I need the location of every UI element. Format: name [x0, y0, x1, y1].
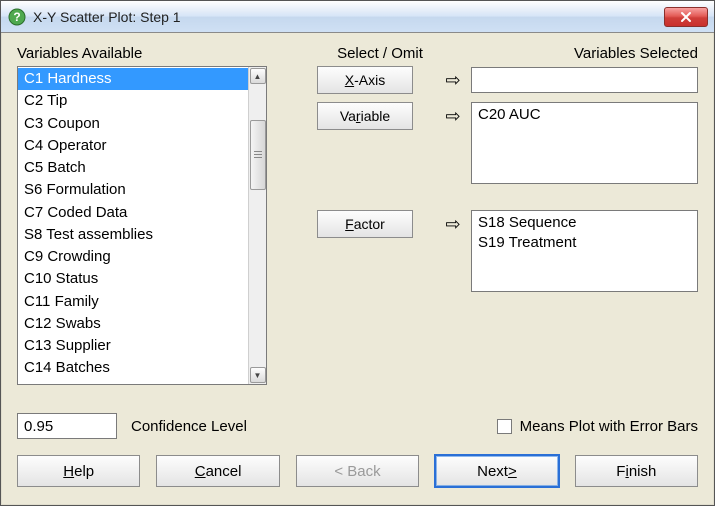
- arrow-icon: ⇨: [443, 210, 463, 235]
- scroll-track[interactable]: [250, 85, 266, 366]
- top-section: Variables Available C1 HardnessC2 TipC3 …: [17, 45, 698, 385]
- list-item[interactable]: C9 Crowding: [18, 246, 248, 268]
- list-item: S18 Sequence: [478, 213, 691, 233]
- next-button[interactable]: Next >: [435, 455, 558, 487]
- list-item[interactable]: C4 Operator: [18, 135, 248, 157]
- xaxis-field[interactable]: [471, 67, 698, 93]
- xaxis-row: X-Axis ⇨: [295, 66, 698, 94]
- available-items: C1 HardnessC2 TipC3 CouponC4 OperatorC5 …: [18, 67, 248, 384]
- list-item[interactable]: C5 Batch: [18, 157, 248, 179]
- close-icon: [680, 11, 692, 23]
- arrow-icon: ⇨: [443, 70, 463, 91]
- help-button[interactable]: Help: [17, 455, 140, 487]
- available-label: Variables Available: [17, 45, 267, 62]
- titlebar: ? X-Y Scatter Plot: Step 1: [1, 1, 714, 33]
- available-column: Variables Available C1 HardnessC2 TipC3 …: [17, 45, 267, 385]
- factor-row: Factor ⇨ S18 Sequence S19 Treatment: [295, 210, 698, 292]
- list-item[interactable]: C2 Tip: [18, 90, 248, 112]
- available-listbox[interactable]: C1 HardnessC2 TipC3 CouponC4 OperatorC5 …: [17, 66, 267, 385]
- back-button: < Back: [296, 455, 419, 487]
- scroll-thumb[interactable]: [250, 120, 266, 190]
- options-row: Confidence Level Means Plot with Error B…: [17, 411, 698, 441]
- list-item[interactable]: C3 Coupon: [18, 113, 248, 135]
- select-omit-label: Select / Omit: [295, 45, 465, 62]
- means-plot-option[interactable]: Means Plot with Error Bars: [497, 418, 698, 435]
- list-item: S19 Treatment: [478, 233, 691, 253]
- selected-label: Variables Selected: [465, 45, 698, 62]
- cancel-button[interactable]: Cancel: [156, 455, 279, 487]
- close-button[interactable]: [664, 7, 708, 27]
- available-scrollbar[interactable]: ▲ ▼: [248, 67, 266, 384]
- list-item[interactable]: C14 Batches: [18, 357, 248, 379]
- factor-listbox[interactable]: S18 Sequence S19 Treatment: [471, 210, 698, 292]
- list-item[interactable]: S6 Formulation: [18, 179, 248, 201]
- list-item[interactable]: C11 Family: [18, 291, 248, 313]
- list-item[interactable]: C12 Swabs: [18, 313, 248, 335]
- factor-button[interactable]: Factor: [317, 210, 413, 238]
- variable-listbox[interactable]: C20 AUC: [471, 102, 698, 184]
- button-row: Help Cancel < Back Next > Finish: [17, 455, 698, 487]
- list-item: C20 AUC: [478, 105, 691, 125]
- scroll-up-icon[interactable]: ▲: [250, 68, 266, 84]
- list-item[interactable]: S8 Test assemblies: [18, 224, 248, 246]
- arrow-icon: ⇨: [443, 102, 463, 127]
- svg-text:?: ?: [13, 10, 20, 24]
- scroll-down-icon[interactable]: ▼: [250, 367, 266, 383]
- means-plot-checkbox[interactable]: [497, 419, 512, 434]
- dialog-content: Variables Available C1 HardnessC2 TipC3 …: [1, 33, 714, 505]
- list-item[interactable]: C7 Coded Data: [18, 202, 248, 224]
- finish-button[interactable]: Finish: [575, 455, 698, 487]
- list-item[interactable]: C10 Status: [18, 268, 248, 290]
- window-title: X-Y Scatter Plot: Step 1: [33, 9, 664, 25]
- variable-row: Variable ⇨ C20 AUC: [295, 102, 698, 184]
- dialog-window: ? X-Y Scatter Plot: Step 1 Variables Ava…: [0, 0, 715, 506]
- means-plot-label: Means Plot with Error Bars: [520, 418, 698, 435]
- list-item[interactable]: C1 Hardness: [18, 68, 248, 90]
- right-panel: Select / Omit Variables Selected X-Axis …: [295, 45, 698, 385]
- variable-button[interactable]: Variable: [317, 102, 413, 130]
- confidence-label: Confidence Level: [131, 418, 247, 435]
- xaxis-button[interactable]: X-Axis: [317, 66, 413, 94]
- help-icon: ?: [7, 7, 27, 27]
- list-item[interactable]: C13 Supplier: [18, 335, 248, 357]
- confidence-input[interactable]: [17, 413, 117, 439]
